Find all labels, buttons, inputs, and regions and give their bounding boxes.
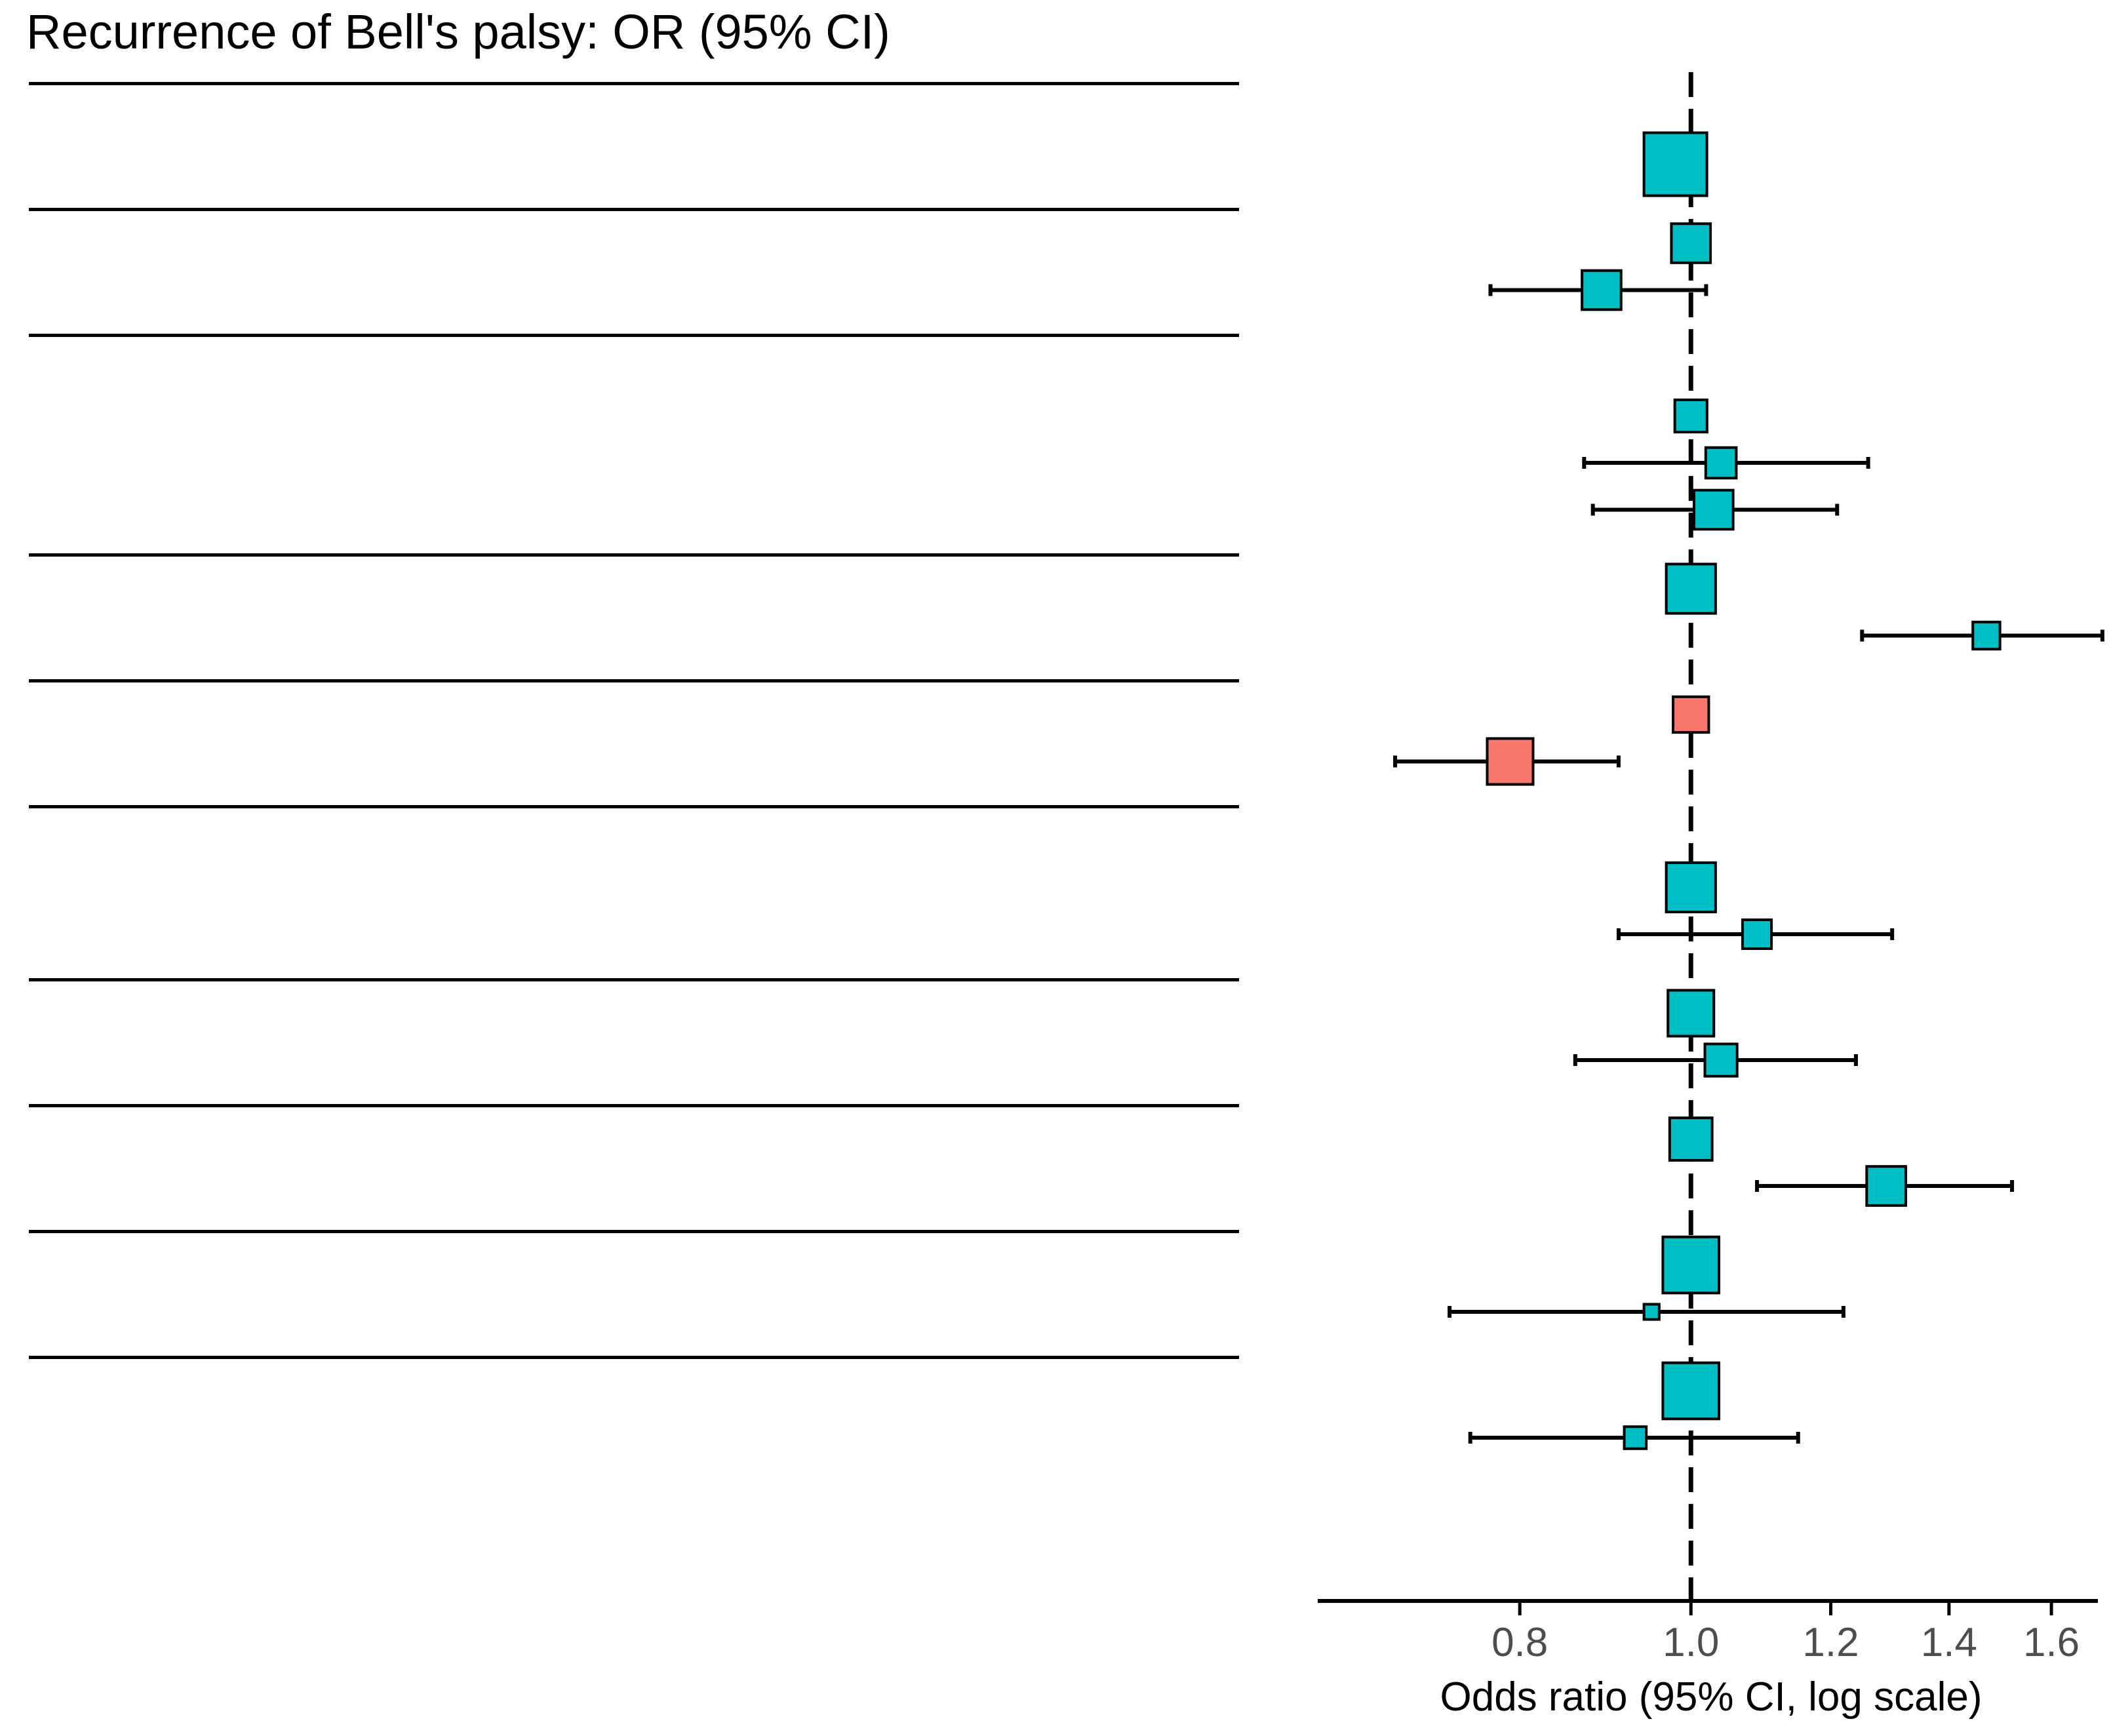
chart-title: Recurrence of Bell's palsy: OR (95% CI) [26,5,890,59]
point-estimate [1865,1165,1907,1207]
x-tick-label: 0.8 [1491,1620,1548,1665]
x-tick-label: 1.0 [1663,1620,1719,1665]
point-estimate [1693,488,1735,531]
point-estimate [1672,695,1710,734]
point-estimate [1673,398,1708,434]
point-estimate [1704,446,1738,480]
point-estimate [1665,562,1717,615]
point-estimate [1670,222,1712,264]
x-tick-label: 1.2 [1802,1620,1859,1665]
table-separator [29,82,1239,85]
point-estimate [1642,131,1708,197]
point-estimate [1661,1361,1721,1421]
point-estimate [1668,1116,1714,1162]
point-estimate [1741,918,1773,950]
table-separator [29,208,1239,211]
table-separator [29,334,1239,337]
point-estimate [1642,1303,1661,1321]
point-estimate [1667,989,1716,1038]
point-estimate [1486,737,1535,786]
x-tick-label: 1.6 [2023,1620,2080,1665]
point-estimate [1971,620,2002,651]
table-separator [29,1103,1239,1107]
table-separator [29,1355,1239,1359]
table-separator [29,805,1239,808]
table-separator [29,977,1239,981]
point-estimate [1581,269,1623,311]
point-estimate [1703,1042,1739,1078]
table-separator [29,553,1239,557]
table-separator [29,1229,1239,1233]
point-estimate [1623,1425,1648,1450]
point-estimate [1665,861,1717,914]
point-estimate [1661,1235,1721,1295]
x-axis-label: Odds ratio (95% CI, log scale) [1440,1674,1983,1720]
table-separator [29,679,1239,682]
x-tick-label: 1.4 [1921,1620,1977,1665]
